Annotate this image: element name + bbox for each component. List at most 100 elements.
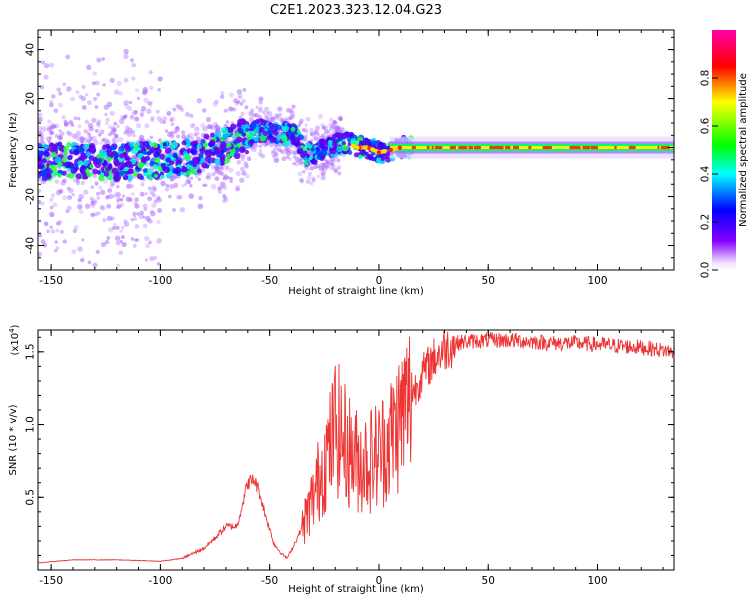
spectral-noise-dot — [144, 235, 150, 242]
spectral-noise-dot — [96, 196, 101, 200]
spectral-noise-dot — [38, 126, 43, 131]
spectral-core-dot — [254, 137, 259, 142]
spectral-noise-dot — [244, 164, 249, 169]
spectral-noise-dot — [246, 156, 252, 161]
spectral-noise-dot — [96, 119, 102, 125]
spectral-noise-dot — [278, 112, 282, 117]
spectral-noise-dot — [96, 121, 101, 126]
spectral-noise-dot — [136, 211, 140, 216]
spectral-noise-dot — [54, 123, 60, 129]
spectral-noise-dot — [55, 246, 60, 250]
spectral-core-dot — [143, 168, 148, 173]
spectral-core-dot — [357, 154, 363, 160]
spectral-noise-dot — [305, 130, 309, 134]
spectral-noise-dot — [232, 107, 238, 112]
spectral-noise-dot — [280, 149, 286, 155]
spectral-noise-dot — [99, 204, 105, 210]
tone-band-peak — [504, 146, 511, 150]
spectral-noise-dot — [81, 85, 86, 90]
snr-x-axis-label: Height of straight line (km) — [288, 584, 424, 595]
tone-band-peak — [528, 146, 532, 150]
spectral-core-dot — [160, 162, 166, 168]
spectral-noise-dot — [224, 165, 230, 171]
spectral-noise-dot — [147, 101, 152, 106]
spectral-noise-dot — [279, 149, 284, 153]
spectral-noise-dot — [51, 193, 55, 198]
spectral-noise-dot — [145, 242, 151, 249]
spectral-noise-dot — [222, 193, 227, 198]
spectral-core-dot — [113, 158, 120, 166]
spectral-core-dot — [88, 155, 93, 160]
spectral-noise-dot — [214, 124, 219, 129]
spectral-noise-dot — [124, 129, 129, 134]
spectral-noise-dot — [75, 130, 82, 137]
spectral-noise-dot — [323, 125, 329, 130]
tone-band-peak — [449, 146, 454, 150]
spectral-noise-dot — [323, 129, 329, 135]
spectral-core-dot — [42, 144, 49, 150]
spectral-noise-dot — [222, 199, 226, 204]
x-tick-label: -100 — [148, 275, 172, 287]
spectral-noise-dot — [43, 74, 49, 80]
spectral-noise-dot — [298, 177, 304, 183]
spectral-noise-dot — [272, 154, 276, 158]
spectral-noise-dot — [190, 136, 195, 141]
spectral-core-dot — [89, 164, 94, 169]
spectral-noise-dot — [91, 212, 96, 217]
spectral-noise-dot — [330, 123, 336, 128]
spectral-core-dot — [75, 173, 82, 180]
spectral-noise-dot — [336, 158, 341, 163]
spectral-noise-dot — [220, 90, 225, 96]
spectral-noise-dot — [240, 157, 245, 162]
spectral-core-dot — [207, 141, 214, 148]
spectral-noise-dot — [220, 181, 226, 187]
spectral-noise-dot — [268, 142, 274, 148]
spectral-noise-dot — [56, 87, 61, 92]
spectral-noise-dot — [116, 80, 122, 86]
spectral-noise-dot — [200, 122, 206, 128]
spectral-noise-dot — [298, 120, 303, 125]
spectral-noise-dot — [183, 183, 187, 187]
spectral-noise-dot — [288, 157, 292, 161]
spectral-noise-dot — [244, 173, 250, 179]
spectral-noise-dot — [113, 133, 119, 139]
tone-band-peak — [452, 146, 456, 150]
spectral-noise-dot — [142, 89, 148, 95]
spectral-noise-dot — [239, 177, 245, 183]
spectral-noise-dot — [133, 217, 137, 221]
spectral-noise-dot — [271, 150, 275, 154]
spectral-noise-dot — [129, 183, 135, 189]
spectral-core-dot — [85, 151, 91, 157]
spectral-core-dot — [204, 155, 212, 163]
spectral-noise-dot — [257, 151, 263, 157]
spectral-noise-dot — [157, 208, 163, 213]
spectral-peak-dot — [376, 150, 382, 155]
spectral-noise-dot — [38, 251, 42, 257]
spectral-core-dot — [327, 139, 333, 145]
spectrogram-plot-frame — [37, 29, 675, 271]
spectral-noise-dot — [240, 111, 245, 116]
spectral-noise-dot — [315, 125, 320, 131]
spectral-noise-dot — [107, 227, 114, 233]
spectral-noise-dot — [116, 184, 120, 189]
spectral-noise-dot — [302, 136, 308, 142]
spectral-core-dot — [45, 173, 52, 180]
spectral-noise-dot — [200, 167, 206, 173]
colorbar-gradient — [712, 30, 736, 270]
spectral-noise-dot — [323, 162, 327, 167]
spectral-noise-dot — [48, 136, 53, 140]
spectral-noise-dot — [332, 158, 337, 163]
spectral-core-dot — [319, 140, 324, 145]
spectral-noise-dot — [90, 200, 96, 206]
spectral-core-dot — [66, 173, 72, 178]
spectral-noise-dot — [222, 195, 228, 201]
spectral-noise-dot — [121, 194, 126, 198]
spectral-core-dot — [271, 136, 277, 143]
spectral-noise-dot — [47, 119, 52, 124]
spectral-noise-dot — [81, 136, 86, 141]
spectral-noise-dot — [114, 235, 121, 241]
spectral-noise-dot — [306, 175, 312, 180]
spectral-noise-dot — [134, 197, 139, 202]
spectral-core-dot — [205, 150, 212, 158]
spectral-noise-dot — [72, 228, 78, 234]
